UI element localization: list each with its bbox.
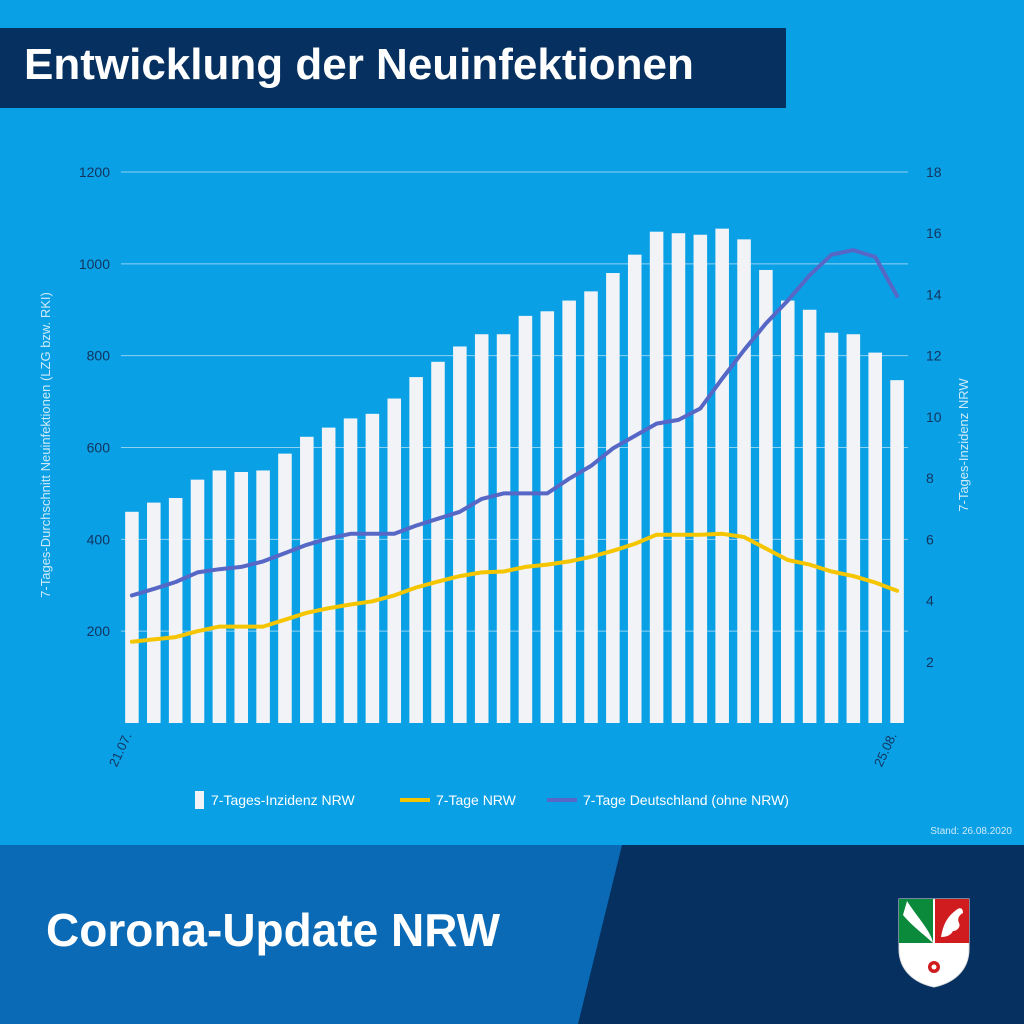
y-tick-label-right: 6 [926, 531, 934, 547]
bar [190, 479, 205, 723]
legend-label: 7-Tage NRW [436, 792, 517, 808]
bar [693, 234, 708, 723]
bar [671, 233, 686, 723]
bar [606, 273, 620, 723]
bar [321, 427, 336, 723]
bar [387, 398, 402, 723]
bar [343, 418, 358, 723]
line-deutschland [129, 248, 900, 598]
bar [212, 470, 227, 723]
bar [780, 300, 795, 723]
bar [496, 334, 511, 723]
bar [168, 498, 183, 723]
y-tick-label-right: 10 [926, 409, 942, 425]
bar [627, 254, 642, 723]
y-tick-label-left: 800 [87, 348, 111, 364]
grid-layer [121, 171, 908, 632]
lines-layer [129, 248, 900, 644]
y-tick-label-right: 2 [926, 654, 934, 670]
nrw-crest-icon [898, 898, 970, 988]
bar [759, 269, 773, 723]
x-tick-label: 21.07. [106, 730, 135, 769]
y-tick-label-right: 16 [926, 225, 942, 241]
x-tick-label: 25.08. [871, 730, 900, 769]
bar [562, 300, 576, 723]
bar [365, 413, 380, 723]
y-tick-label-left: 1200 [79, 164, 110, 180]
bar [540, 311, 555, 723]
y-axis-title-right: 7-Tages-Inzidenz NRW [956, 378, 971, 512]
bar [824, 332, 839, 723]
bar [278, 453, 292, 723]
footer-title: Corona-Update NRW [46, 904, 501, 956]
bar [802, 309, 817, 723]
bar [234, 471, 249, 723]
title-bar: Entwicklung der Neuinfektionen [0, 28, 786, 108]
bar [300, 436, 314, 723]
y-tick-label-right: 12 [926, 348, 942, 364]
bar [846, 334, 861, 723]
bar [737, 239, 751, 723]
legend: 7-Tages-Inzidenz NRW 7-Tage NRW 7-Tage Deu… [195, 791, 789, 809]
axis-layer: 200 400 600 800 1000 1200 2 4 6 8 10 12 14 16 18 21.07.… [38, 164, 971, 769]
bar [431, 361, 445, 723]
bar [649, 231, 664, 724]
y-tick-label-right: 18 [926, 164, 942, 180]
legend-label: 7-Tage Deutschland (ohne NRW) [583, 792, 789, 808]
y-tick-label-left: 1000 [79, 256, 110, 272]
y-axis-title-left: 7-Tages-Durchschnitt Neuinfektionen (LZG… [38, 292, 53, 598]
y-tick-label-left: 400 [87, 531, 111, 547]
bar [715, 228, 729, 723]
y-tick-label-left: 200 [87, 623, 111, 639]
y-tick-label-right: 14 [926, 286, 942, 302]
stand-date: Stand: 26.08.2020 [930, 826, 1012, 837]
bar [868, 352, 882, 723]
line-nrw [129, 531, 900, 644]
bar [256, 470, 270, 723]
bar [890, 380, 904, 723]
bar [474, 334, 489, 723]
footer-dark-panel [578, 845, 1024, 1024]
legend-swatch-bar [195, 791, 204, 809]
page-title: Entwicklung der Neuinfektionen [24, 40, 694, 89]
bar [453, 346, 467, 723]
legend-label: 7-Tages-Inzidenz NRW [211, 792, 355, 808]
y-tick-label-right: 4 [926, 593, 934, 609]
y-tick-label-left: 600 [87, 440, 111, 456]
chart: 200 400 600 800 1000 1200 2 4 6 8 10 12 14 16 18 21.07.… [38, 164, 971, 809]
bar [125, 511, 139, 723]
bar [518, 315, 533, 723]
y-tick-label-right: 8 [926, 470, 934, 486]
footer-banner: Corona-Update NRW [0, 845, 1024, 1024]
bars-layer [125, 228, 904, 724]
bar [584, 291, 598, 723]
bar [147, 502, 161, 723]
bar [409, 377, 423, 723]
